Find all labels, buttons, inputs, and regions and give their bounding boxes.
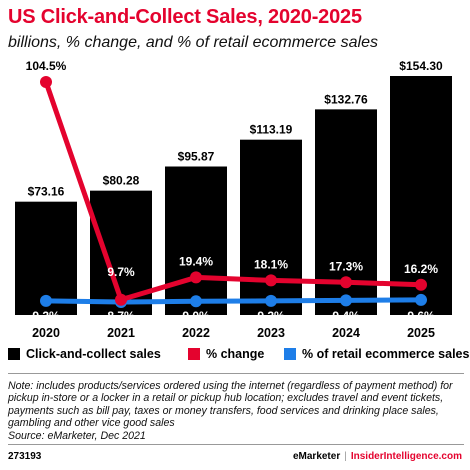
pct-retail-label-2021: 8.7% — [107, 309, 135, 323]
pct-retail-label-2023: 9.2% — [257, 309, 285, 323]
pct-retail-label-2020: 9.2% — [32, 309, 60, 323]
pct-change-label-2020: 104.5% — [26, 59, 67, 73]
legend-label-retail: % of retail ecommerce sales — [302, 347, 470, 361]
bar-2023 — [240, 139, 302, 315]
pct-change-point-2021 — [115, 293, 127, 306]
chart-id: 273193 — [8, 451, 42, 462]
pct-change-label-2025: 16.2% — [404, 262, 438, 276]
x-tick-label-2020: 2020 — [32, 326, 60, 340]
pct-retail-point-2024 — [340, 294, 352, 307]
source-text: Source: eMarketer, Dec 2021 — [8, 429, 146, 442]
legend-label-sales: Click-and-collect sales — [26, 347, 161, 361]
pct-retail-point-2020 — [40, 294, 52, 307]
legend: Click-and-collect sales % change % of re… — [8, 347, 469, 367]
pct-change-line — [43, 79, 424, 303]
legend-item-sales: Click-and-collect sales — [8, 347, 161, 361]
pct-retail-point-2022 — [190, 295, 202, 308]
pct-retail-label-2022: 9.0% — [182, 309, 210, 323]
chart-subtitle: billions, % change, and % of retail ecom… — [8, 34, 378, 51]
pct-retail-point-2023 — [265, 294, 277, 307]
bar-2022 — [165, 166, 227, 315]
pct-retail-label-2024: 9.4% — [332, 309, 360, 323]
x-tick-label-2024: 2024 — [332, 326, 360, 340]
pct-retail-point-2025 — [415, 293, 427, 306]
divider-top — [8, 373, 464, 374]
pct-retail-line — [43, 297, 424, 305]
bar-value-label-2020: $73.16 — [28, 185, 65, 199]
pct-change-point-2022 — [190, 271, 202, 284]
pct-change-label-2024: 17.3% — [329, 259, 363, 273]
note-block: Note: includes products/services ordered… — [8, 380, 468, 442]
brand-emarketer: eMarketer — [292, 451, 341, 462]
pct-change-point-2020 — [40, 76, 52, 88]
chart-title: US Click-and-Collect Sales, 2020-2025 — [8, 6, 362, 28]
legend-swatch-change — [188, 348, 200, 360]
pct-change-label-2023: 18.1% — [254, 257, 288, 271]
bar-value-label-2025: $154.30 — [399, 59, 443, 73]
bar-value-label-2021: $80.28 — [103, 174, 140, 188]
legend-item-retail: % of retail ecommerce sales — [284, 347, 469, 361]
legend-swatch-sales — [8, 348, 20, 360]
pct-change-point-2025 — [415, 278, 427, 291]
bar-value-label-2024: $132.76 — [324, 92, 368, 106]
x-tick-label-2022: 2022 — [182, 326, 210, 340]
bar-value-label-2022: $95.87 — [178, 150, 215, 164]
pct-retail-label-2025: 9.6% — [407, 309, 435, 323]
x-tick-label-2025: 2025 — [407, 326, 435, 340]
pct-change-label-2022: 19.4% — [179, 254, 213, 268]
brand-separator: | — [344, 451, 347, 462]
brand-insider: InsiderIntelligence.com — [350, 451, 462, 462]
bar-2025 — [390, 76, 452, 315]
legend-swatch-retail — [284, 348, 296, 360]
chart-svg: $73.16 $80.28 $95.87 $113.19 $132.76 $154.30 2… — [15, 59, 452, 340]
pct-change-label-2021: 9.7% — [107, 265, 135, 279]
note-text: Note: includes products/services ordered… — [8, 380, 453, 430]
pct-change-point-2024 — [340, 276, 352, 289]
divider-bottom — [8, 444, 464, 445]
legend-label-change: % change — [206, 347, 265, 361]
x-tick-label-2023: 2023 — [257, 326, 285, 340]
bar-value-label-2023: $113.19 — [250, 123, 293, 137]
x-tick-label-2021: 2021 — [107, 326, 135, 340]
legend-item-change: % change — [188, 347, 264, 361]
pct-change-point-2023 — [265, 274, 277, 287]
footer-brand: eMarketer | InsiderIntelligence.com — [293, 451, 462, 462]
